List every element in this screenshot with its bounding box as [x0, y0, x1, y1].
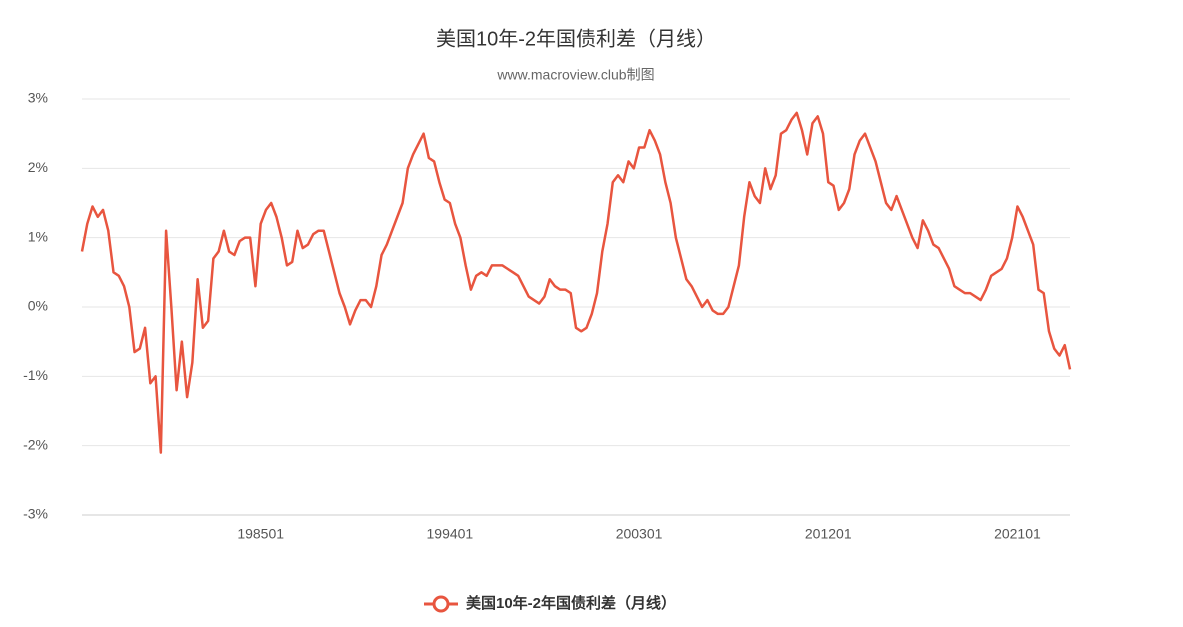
y-tick-label: 1%	[28, 228, 48, 244]
y-tick-label: -1%	[23, 367, 48, 383]
y-tick-label: 3%	[28, 90, 48, 106]
x-tick-label: 199401	[427, 526, 474, 542]
chart-subtitle: www.macroview.club制图	[496, 67, 654, 83]
chart-title: 美国10年-2年国债利差（月线）	[436, 27, 716, 50]
legend-marker	[432, 595, 450, 613]
legend-label: 美国10年-2年国债利差（月线）	[466, 594, 676, 612]
y-tick-label: 2%	[28, 159, 48, 175]
y-tick-label: -3%	[23, 506, 48, 522]
data-line	[80, 111, 1072, 454]
y-tick-label: 0%	[28, 298, 48, 314]
x-tick-label: 202101	[994, 526, 1041, 542]
y-tick-label: -2%	[23, 436, 48, 452]
x-tick-label: 198501	[237, 526, 284, 542]
x-tick-label: 201201	[805, 526, 852, 542]
x-tick-label: 200301	[616, 526, 663, 542]
